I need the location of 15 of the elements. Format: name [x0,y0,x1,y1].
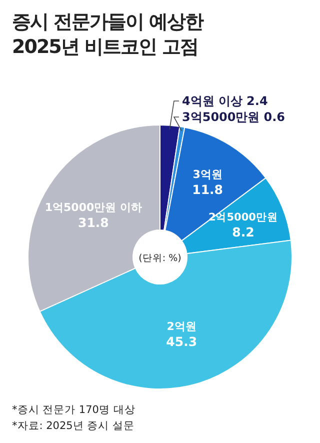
text: *자료: 2025년 증시 설문 [12,420,135,432]
text: (단위: %) [138,253,182,264]
chart-title: 증시 전문가들이 예상한 2025년 비트코인 고점 [12,10,205,60]
data-label: 2.4 [246,94,268,108]
slice-label: 3억5000만원 [182,110,260,124]
text: *증시 전문가 170명 대상 [12,404,136,416]
slice-label: 3억원 [192,168,222,181]
slice-label: 1억5000만원 이하 [44,201,142,214]
data-label: 11.8 [192,182,223,197]
slice-label: 4억원 이상 [182,94,243,108]
data-label: 31.8 [78,215,109,230]
data-label: 8.2 [232,224,254,240]
slice-label: 2억원 [166,320,196,334]
data-label: 45.3 [166,334,198,350]
data-label: 0.6 [264,110,286,124]
